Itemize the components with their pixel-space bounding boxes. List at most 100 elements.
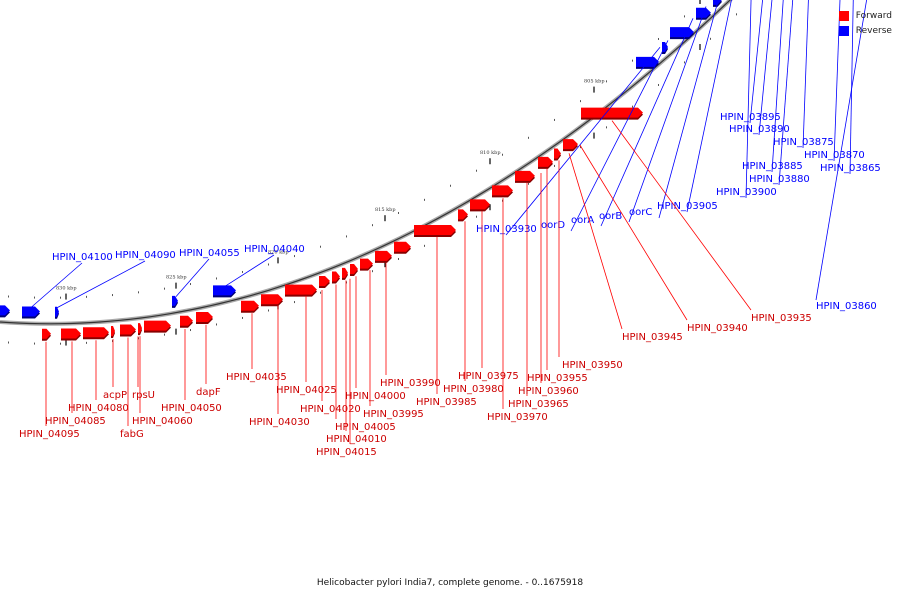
minor-tick [372, 224, 373, 227]
forward-gene [120, 324, 136, 335]
forward-gene [538, 156, 553, 167]
reverse-gene-label: HPIN_04055 [179, 248, 240, 259]
minor-tick [268, 309, 269, 312]
minor-tick [8, 295, 9, 298]
forward-gene-label: HPIN_04015 [316, 447, 377, 458]
forward-gene-label: rpsU [132, 390, 155, 401]
reverse-label-leader [686, 0, 732, 213]
reverse-gene-label: HPIN_03875 [773, 137, 834, 148]
minor-tick [112, 340, 113, 343]
reverse-gene-label: HPIN_04090 [115, 250, 176, 261]
minor-tick [294, 301, 295, 304]
forward-gene-label: dapF [196, 387, 221, 398]
minor-tick [268, 263, 269, 266]
minor-tick [346, 235, 347, 238]
forward-gene-label: HPIN_04035 [226, 372, 287, 383]
forward-gene [554, 148, 561, 159]
reverse-gene [670, 27, 694, 38]
forward-gene-label: HPIN_04020 [300, 404, 361, 415]
minor-tick [684, 61, 685, 64]
minor-tick [242, 316, 243, 319]
minor-tick [450, 184, 451, 187]
genome-caption: Helicobacter pylori India7, complete gen… [316, 578, 584, 588]
minor-tick [684, 15, 685, 18]
forward-gene-label: HPIN_03975 [458, 371, 519, 382]
minor-tick [580, 146, 581, 149]
forward-swatch [838, 10, 849, 21]
reverse-gene-label: oorB [599, 211, 622, 222]
reverse-gene-label: HPIN_03860 [816, 301, 877, 312]
forward-gene [563, 139, 578, 150]
forward-gene [414, 224, 456, 235]
forward-gene [332, 271, 340, 282]
reverse-gene [0, 305, 10, 316]
forward-gene-label: HPIN_04085 [45, 416, 106, 427]
forward-gene [470, 199, 490, 210]
reverse-gene-label: HPIN_03885 [742, 161, 803, 172]
minor-tick [554, 164, 555, 167]
minor-tick [476, 215, 477, 218]
scale-tick-label: 810 kbp [480, 150, 501, 156]
forward-gene-label: acpP [103, 390, 127, 401]
reverse-label-leader [745, 0, 752, 199]
reverse-gene [22, 306, 40, 317]
forward-gene-label: HPIN_04030 [249, 417, 310, 428]
reverse-gene [213, 285, 236, 296]
reverse-gene-label: HPIN_03930 [476, 224, 537, 235]
minor-tick [164, 287, 165, 290]
reverse-label-leader [224, 254, 275, 287]
minor-tick [424, 244, 425, 247]
minor-tick [190, 329, 191, 332]
forward-gene [319, 276, 330, 287]
minor-tick [398, 257, 399, 260]
legend: Forward Reverse [838, 8, 892, 38]
forward-gene-label: HPIN_03960 [518, 386, 579, 397]
scale-tick-label: 805 kbp [584, 79, 605, 85]
forward-gene [241, 300, 259, 311]
minor-tick [112, 294, 113, 297]
forward-gene-label: HPIN_03935 [751, 313, 812, 324]
forward-gene-label: HPIN_03965 [508, 399, 569, 410]
reverse-gene-label: HPIN_03895 [720, 112, 781, 123]
forward-label-leader [568, 153, 623, 330]
minor-tick [606, 80, 607, 83]
forward-gene-label: HPIN_04050 [161, 403, 222, 414]
scale-tick-label: 820 kbp [268, 249, 289, 255]
minor-tick [86, 295, 87, 298]
forward-gene [144, 320, 171, 331]
forward-label-leader [611, 120, 752, 311]
reverse-label-leader [802, 0, 809, 149]
minor-tick [632, 59, 633, 62]
minor-tick [398, 211, 399, 214]
forward-label-leader [579, 144, 688, 321]
minor-tick [242, 270, 243, 273]
minor-tick [476, 169, 477, 172]
reverse-gene [636, 56, 659, 67]
forward-gene-label: HPIN_04010 [326, 434, 387, 445]
forward-gene [581, 107, 643, 118]
minor-tick [60, 342, 61, 345]
reverse-label-leader [778, 0, 794, 186]
minor-tick [8, 341, 9, 344]
forward-gene-label: HPIN_04080 [68, 403, 129, 414]
reverse-label-leader [600, 18, 694, 227]
reverse-gene-label: oorC [629, 207, 652, 218]
reverse-label-leader [849, 0, 854, 175]
legend-reverse-label: Reverse [855, 25, 892, 36]
forward-gene [360, 258, 373, 269]
reverse-gene-label: HPIN_04040 [244, 244, 305, 255]
reverse-gene-label: HPIN_03900 [716, 187, 777, 198]
reverse-gene [55, 306, 59, 317]
forward-gene [342, 267, 348, 278]
reverse-label-leader [758, 0, 773, 136]
minor-tick [502, 153, 503, 156]
reverse-swatch [838, 25, 849, 36]
minor-tick [424, 198, 425, 201]
reverse-gene-label: HPIN_03865 [820, 163, 881, 174]
reverse-gene-label: HPIN_03890 [729, 124, 790, 135]
forward-gene [180, 315, 193, 326]
forward-gene-label: HPIN_03970 [487, 412, 548, 423]
forward-gene [138, 323, 142, 334]
